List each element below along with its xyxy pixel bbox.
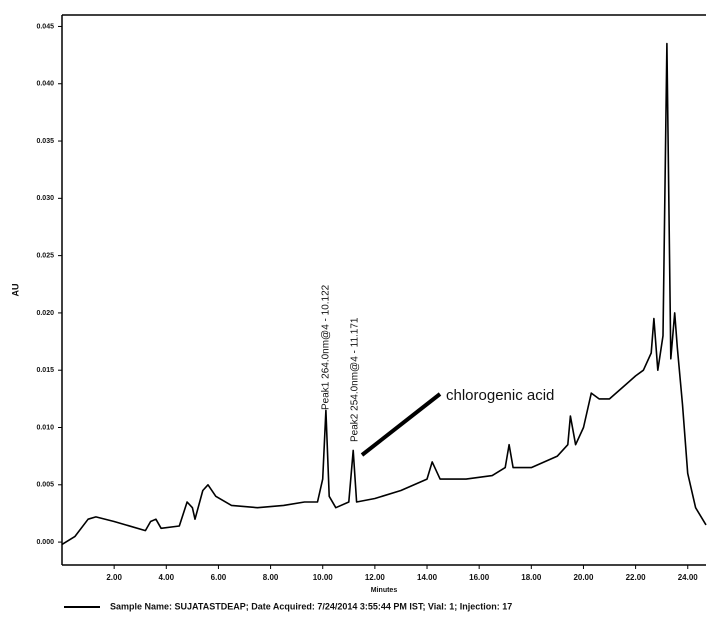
x-tick-label: 12.00 bbox=[365, 573, 386, 582]
y-tick-label: 0.015 bbox=[36, 367, 54, 374]
x-tick-label: 18.00 bbox=[521, 573, 542, 582]
y-tick-label: 0.035 bbox=[36, 138, 54, 145]
x-tick-label: 2.00 bbox=[106, 573, 122, 582]
peak-annotation: Peak2 254.0nm@4 - 11.171 bbox=[350, 317, 361, 442]
y-tick-label: 0.010 bbox=[36, 424, 54, 431]
y-tick-label: 0.045 bbox=[36, 23, 54, 30]
x-tick-label: 14.00 bbox=[417, 573, 438, 582]
y-tick-label: 0.030 bbox=[36, 195, 54, 202]
x-tick-label: 24.00 bbox=[678, 573, 699, 582]
y-tick-label: 0.040 bbox=[36, 81, 54, 88]
x-axis-label: Minutes bbox=[371, 587, 398, 594]
data-line bbox=[61, 42, 707, 546]
y-tick-label: 0.000 bbox=[36, 539, 54, 546]
legend-label: Sample Name: SUJATASTDEAP; Date Acquired… bbox=[110, 601, 512, 611]
x-tick-label: 4.00 bbox=[159, 573, 175, 582]
x-tick-label: 22.00 bbox=[626, 573, 647, 582]
annotation-arrow bbox=[360, 392, 442, 457]
y-tick-label: 0.025 bbox=[36, 252, 54, 259]
x-tick-label: 10.00 bbox=[313, 573, 334, 582]
x-tick-label: 8.00 bbox=[263, 573, 279, 582]
x-tick-label: 20.00 bbox=[573, 573, 594, 582]
compound-annotation: chlorogenic acid bbox=[446, 387, 554, 404]
y-axis-label: AU bbox=[10, 284, 20, 297]
peak-annotation: Peak1 264.0nm@4 - 10.122 bbox=[321, 284, 332, 410]
x-tick-label: 6.00 bbox=[211, 573, 227, 582]
y-tick-label: 0.005 bbox=[36, 482, 54, 489]
y-tick-label: 0.020 bbox=[36, 310, 54, 317]
x-tick-label: 16.00 bbox=[469, 573, 490, 582]
